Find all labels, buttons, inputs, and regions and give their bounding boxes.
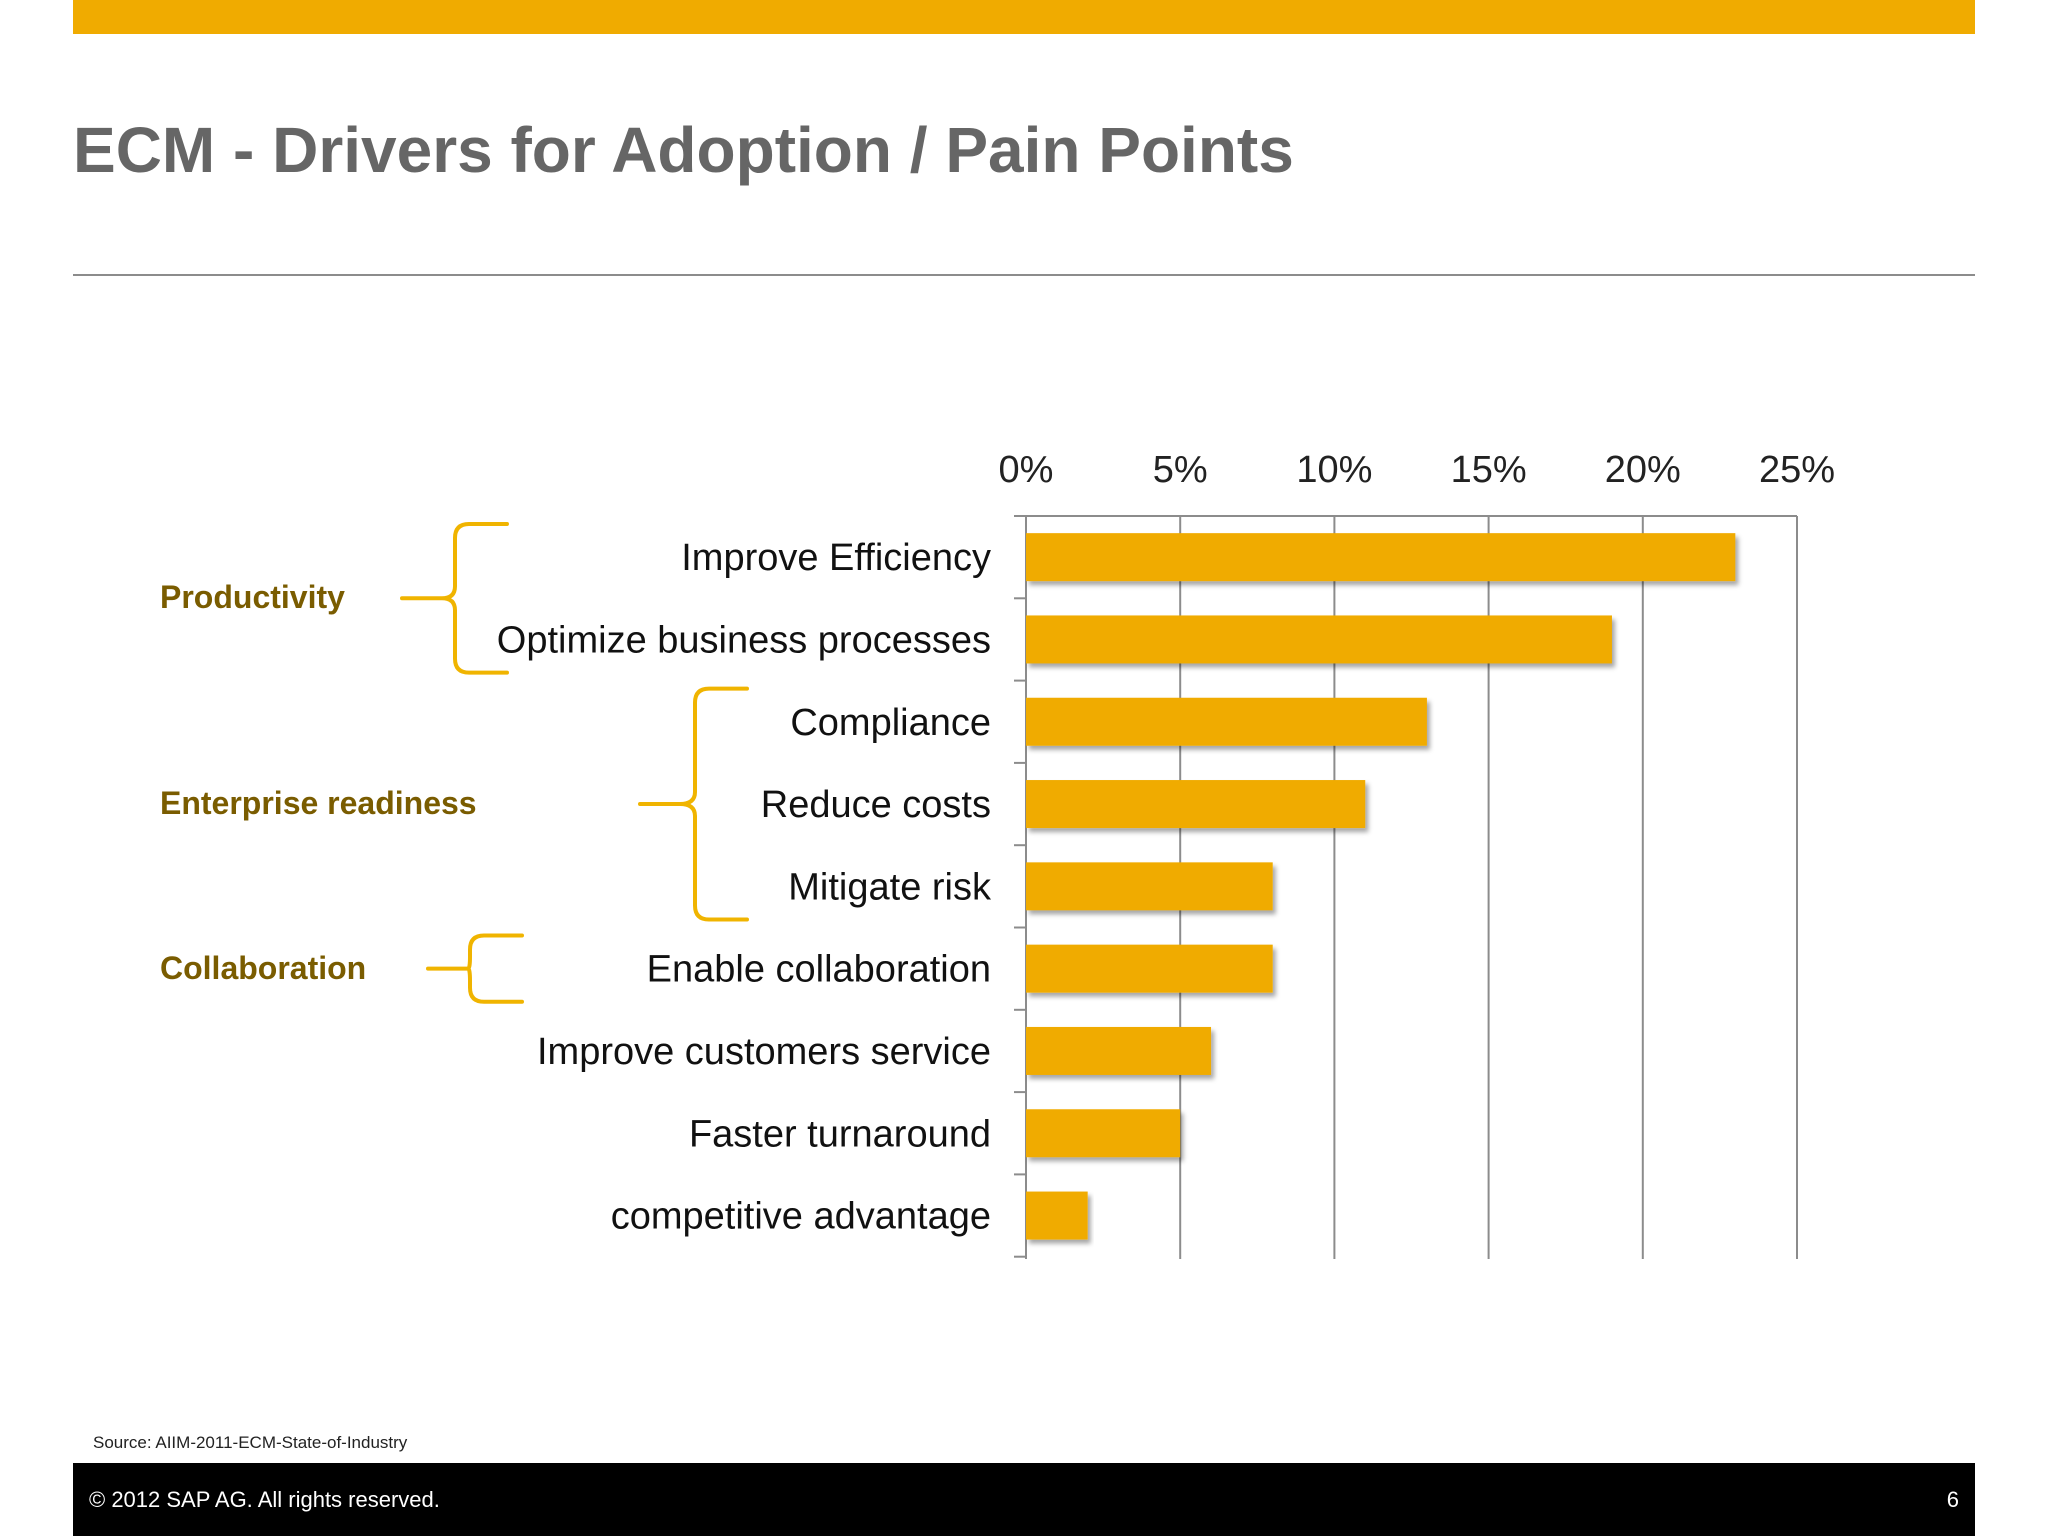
- bar: [1026, 1109, 1181, 1158]
- bar: [1026, 533, 1736, 582]
- title-divider: [73, 274, 1975, 276]
- footer-copyright: © 2012 SAP AG. All rights reserved.: [89, 1487, 440, 1512]
- bar: [1026, 697, 1427, 746]
- slide-title: ECM - Drivers for Adoption / Pain Points: [73, 114, 1294, 186]
- bar: [1026, 780, 1366, 829]
- group-label: Productivity: [160, 579, 345, 616]
- category-label: Faster turnaround: [689, 1113, 991, 1155]
- top-accent-bar: [73, 0, 1975, 34]
- group-bracket: [638, 686, 749, 922]
- x-tick-label: 15%: [1451, 449, 1527, 491]
- x-tick-label: 10%: [1296, 449, 1372, 491]
- category-label: Improve Efficiency: [681, 537, 991, 579]
- x-tick-label: 25%: [1759, 449, 1835, 491]
- bar: [1026, 944, 1273, 993]
- bar: [1026, 615, 1612, 664]
- group-label: Collaboration: [160, 949, 367, 986]
- page-number: 6: [1946, 1487, 1959, 1512]
- category-label: Improve customers service: [537, 1031, 991, 1073]
- category-label: competitive advantage: [611, 1196, 991, 1238]
- bar: [1026, 1191, 1088, 1240]
- group-bracket: [426, 933, 524, 1004]
- bar: [1026, 1026, 1212, 1075]
- category-label: Enable collaboration: [647, 949, 991, 991]
- bar: [1026, 862, 1273, 911]
- x-tick-label: 20%: [1605, 449, 1681, 491]
- footer-bar: © 2012 SAP AG. All rights reserved. 6: [73, 1463, 1975, 1536]
- bar-chart: 0% 5% 10% 15% 20% 25% Improve Efficiency Optimi…: [400, 449, 1835, 1259]
- category-label: Compliance: [790, 702, 991, 744]
- category-label: Mitigate risk: [788, 866, 992, 908]
- group-label: Enterprise readiness: [160, 785, 477, 822]
- source-note: Source: AIIM-2011-ECM-State-of-Industry: [93, 1433, 408, 1452]
- x-tick-label: 5%: [1153, 449, 1208, 491]
- category-label: Optimize business processes: [497, 619, 991, 661]
- x-tick-label: 0%: [999, 449, 1054, 491]
- group-bracket: [400, 522, 509, 675]
- category-label: Reduce costs: [761, 784, 991, 826]
